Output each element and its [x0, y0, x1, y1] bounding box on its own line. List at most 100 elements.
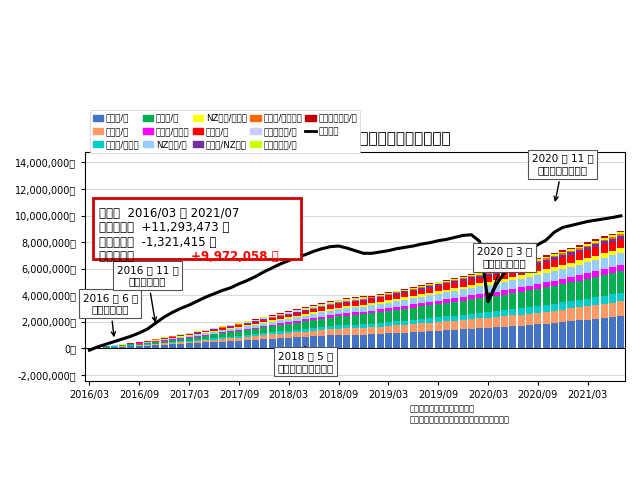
Bar: [543, 273, 550, 282]
Bar: [211, 330, 218, 331]
Bar: [310, 331, 317, 336]
Bar: [269, 324, 276, 326]
Bar: [435, 300, 442, 304]
Bar: [426, 283, 433, 284]
Bar: [194, 333, 201, 334]
Bar: [551, 311, 558, 323]
Bar: [609, 235, 616, 237]
Bar: [318, 307, 326, 308]
Bar: [509, 264, 516, 266]
Bar: [343, 315, 350, 325]
Bar: [310, 310, 317, 312]
Bar: [460, 300, 467, 315]
Bar: [277, 334, 284, 338]
Bar: [343, 308, 350, 313]
Bar: [509, 326, 516, 348]
Bar: [601, 241, 608, 244]
Bar: [260, 317, 268, 318]
Bar: [493, 280, 500, 284]
Bar: [294, 311, 301, 312]
Bar: [136, 346, 143, 348]
Bar: [451, 298, 458, 302]
Bar: [326, 302, 333, 303]
Bar: [401, 333, 408, 348]
Bar: [543, 282, 550, 288]
Bar: [426, 318, 433, 323]
Bar: [119, 345, 126, 346]
Bar: [376, 294, 383, 295]
Bar: [418, 287, 425, 288]
Bar: [526, 325, 533, 348]
Bar: [451, 279, 458, 280]
Bar: [593, 277, 600, 297]
Bar: [576, 264, 583, 275]
Bar: [252, 340, 259, 348]
Bar: [260, 327, 268, 333]
Bar: [501, 311, 508, 316]
Bar: [593, 256, 600, 260]
Bar: [376, 334, 383, 348]
Bar: [211, 331, 218, 332]
Bar: [269, 315, 276, 316]
Bar: [343, 325, 350, 328]
Bar: [393, 292, 400, 293]
Bar: [326, 311, 333, 315]
Bar: [177, 342, 184, 344]
Bar: [609, 267, 616, 273]
Bar: [252, 321, 259, 322]
Bar: [476, 273, 483, 275]
Bar: [376, 295, 383, 296]
Bar: [318, 336, 326, 348]
Bar: [426, 293, 433, 295]
Bar: [360, 299, 367, 300]
Bar: [609, 234, 616, 235]
Bar: [318, 311, 326, 312]
Bar: [318, 330, 326, 336]
Bar: [534, 261, 541, 262]
Bar: [211, 338, 218, 339]
Bar: [351, 302, 358, 306]
Bar: [410, 308, 417, 320]
Bar: [260, 333, 268, 335]
Bar: [294, 317, 301, 321]
Bar: [302, 329, 309, 332]
Bar: [493, 312, 500, 317]
Bar: [219, 337, 226, 339]
Bar: [534, 258, 541, 259]
Bar: [335, 325, 342, 329]
Bar: [244, 329, 251, 330]
Bar: [252, 324, 259, 325]
Bar: [186, 343, 193, 348]
Bar: [269, 322, 276, 324]
Bar: [410, 298, 417, 304]
Bar: [285, 312, 292, 313]
Bar: [351, 324, 358, 328]
Text: 2016 年 6 月
ブレグジット: 2016 年 6 月 ブレグジット: [83, 293, 138, 336]
Bar: [393, 325, 400, 333]
Bar: [518, 309, 525, 314]
Bar: [343, 301, 350, 302]
Bar: [526, 273, 533, 277]
Bar: [559, 257, 566, 265]
Bar: [468, 277, 475, 279]
Bar: [385, 308, 392, 311]
Bar: [501, 270, 508, 272]
Bar: [177, 338, 184, 341]
Bar: [202, 342, 209, 348]
Bar: [518, 264, 525, 265]
Bar: [576, 321, 583, 348]
Bar: [509, 267, 516, 268]
Bar: [244, 322, 251, 323]
Bar: [526, 264, 533, 266]
Bar: [534, 264, 541, 271]
Bar: [161, 341, 168, 343]
Bar: [559, 255, 566, 257]
Bar: [393, 310, 400, 321]
Bar: [593, 244, 600, 247]
Bar: [368, 303, 375, 305]
Bar: [376, 312, 383, 323]
Bar: [111, 346, 118, 347]
Bar: [385, 294, 392, 295]
Bar: [418, 286, 425, 287]
Bar: [252, 329, 259, 334]
